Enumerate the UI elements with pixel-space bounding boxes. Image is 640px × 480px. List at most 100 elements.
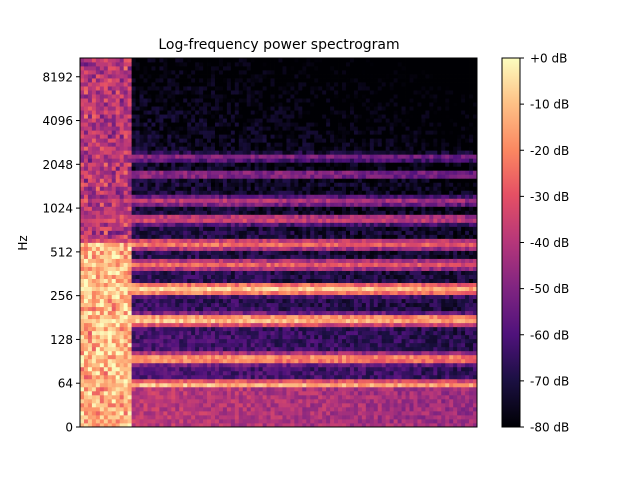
- heatmap-cell: [266, 406, 271, 412]
- heatmap-cell: [250, 74, 256, 79]
- heatmap-cell: [159, 418, 164, 424]
- heatmap-cell: [171, 146, 176, 151]
- heatmap-cell: [207, 226, 212, 231]
- heatmap-cell: [91, 222, 97, 227]
- heatmap-cell: [246, 98, 252, 103]
- heatmap-cell: [147, 230, 152, 235]
- heatmap-cell: [159, 374, 164, 380]
- heatmap-cell: [163, 230, 168, 235]
- heatmap-cell: [159, 138, 164, 143]
- heatmap-cell: [127, 78, 133, 83]
- heatmap-cell: [83, 214, 89, 219]
- heatmap-cell: [250, 338, 256, 344]
- heatmap-cell: [99, 190, 105, 195]
- heatmap-cell: [203, 314, 208, 320]
- heatmap-cell: [95, 378, 101, 384]
- heatmap-cell: [290, 222, 295, 227]
- heatmap-cell: [151, 170, 156, 175]
- heatmap-cell: [270, 90, 275, 95]
- heatmap-cell: [80, 122, 85, 127]
- heatmap-cell: [274, 418, 279, 424]
- heatmap-cell: [258, 134, 264, 139]
- heatmap-cell: [123, 162, 129, 167]
- heatmap-cell: [135, 102, 140, 107]
- heatmap-cell: [222, 386, 228, 392]
- heatmap-cell: [262, 150, 267, 155]
- heatmap-cell: [187, 262, 192, 267]
- heatmap-cell: [147, 266, 152, 271]
- heatmap-cell: [207, 162, 212, 167]
- heatmap-cell: [230, 390, 236, 396]
- heatmap-cell: [207, 290, 212, 296]
- heatmap-cell: [195, 406, 200, 412]
- heatmap-cell: [167, 118, 172, 123]
- heatmap-cell: [131, 250, 136, 255]
- heatmap-cell: [238, 118, 244, 123]
- heatmap-cell: [222, 234, 228, 239]
- heatmap-cell: [218, 154, 224, 159]
- heatmap-cell: [95, 74, 101, 79]
- heatmap-cell: [294, 410, 299, 416]
- heatmap-cell: [250, 78, 256, 83]
- heatmap-cell: [167, 202, 172, 207]
- heatmap-cell: [115, 358, 121, 364]
- heatmap-cell: [270, 106, 275, 111]
- heatmap-cell: [91, 90, 97, 95]
- heatmap-cell: [254, 394, 260, 400]
- heatmap-cell: [226, 350, 232, 356]
- heatmap-cell: [80, 146, 85, 151]
- heatmap-cell: [179, 62, 184, 67]
- heatmap-cell: [278, 182, 283, 187]
- heatmap-cell: [274, 234, 279, 239]
- heatmap-cell: [199, 82, 204, 87]
- heatmap-cell: [250, 342, 256, 348]
- heatmap-cell: [250, 330, 256, 336]
- heatmap-cell: [211, 98, 216, 103]
- heatmap-cell: [211, 334, 216, 340]
- heatmap-cell: [103, 134, 109, 139]
- heatmap-cell: [80, 274, 85, 279]
- heatmap-cell: [155, 234, 160, 239]
- heatmap-cell: [262, 58, 267, 63]
- heatmap-cell: [131, 386, 136, 392]
- heatmap-cell: [294, 394, 299, 400]
- heatmap-cell: [171, 390, 176, 396]
- heatmap-cell: [282, 66, 287, 71]
- heatmap-cell: [171, 90, 176, 95]
- heatmap-cell: [83, 334, 89, 340]
- heatmap-cell: [87, 118, 93, 123]
- heatmap-cell: [143, 194, 148, 199]
- heatmap-cell: [95, 246, 101, 251]
- heatmap-cell: [187, 70, 192, 75]
- heatmap-cell: [262, 218, 267, 223]
- heatmap-cell: [127, 110, 133, 115]
- heatmap-cell: [230, 366, 236, 372]
- heatmap-cell: [203, 146, 208, 151]
- heatmap-cell: [203, 282, 208, 288]
- heatmap-cell: [123, 370, 129, 376]
- heatmap-cell: [95, 202, 101, 207]
- heatmap-cell: [199, 74, 204, 79]
- heatmap-cell: [262, 182, 267, 187]
- heatmap-cell: [119, 182, 125, 187]
- heatmap-cell: [191, 258, 196, 263]
- heatmap-cell: [222, 134, 228, 139]
- heatmap-cell: [111, 158, 117, 163]
- heatmap-cell: [99, 294, 105, 300]
- heatmap-cell: [155, 222, 160, 227]
- heatmap-cell: [111, 94, 117, 99]
- heatmap-cell: [80, 102, 85, 107]
- heatmap-cell: [167, 234, 172, 239]
- heatmap-cell: [250, 386, 256, 392]
- heatmap-cell: [254, 110, 260, 115]
- heatmap-cell: [254, 78, 260, 83]
- heatmap-cell: [183, 406, 188, 412]
- heatmap-cell: [80, 382, 85, 388]
- heatmap-cell: [143, 314, 148, 320]
- heatmap-cell: [246, 214, 252, 219]
- heatmap-cell: [143, 166, 148, 171]
- heatmap-cell: [207, 266, 212, 271]
- heatmap-cell: [266, 158, 271, 163]
- heatmap-cell: [159, 314, 164, 320]
- heatmap-cell: [234, 298, 240, 304]
